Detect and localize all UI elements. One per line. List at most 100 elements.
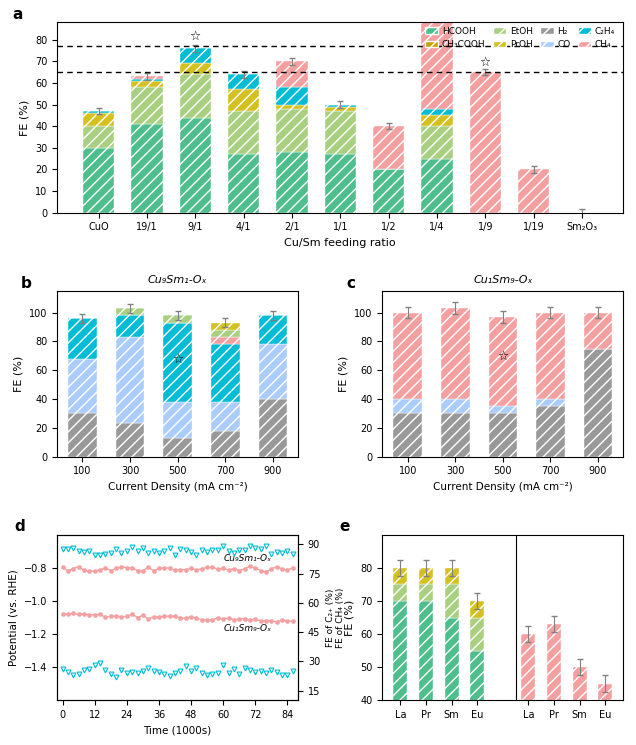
Bar <box>470 618 484 650</box>
Bar <box>419 568 433 584</box>
Bar <box>228 89 259 111</box>
Bar <box>419 601 433 745</box>
Bar <box>163 323 192 402</box>
Bar <box>441 399 469 413</box>
Bar <box>68 413 97 457</box>
Bar <box>116 337 144 423</box>
Text: c: c <box>346 276 356 291</box>
Text: a: a <box>12 7 22 22</box>
Bar <box>324 104 356 107</box>
Bar <box>179 48 211 63</box>
Text: ☆: ☆ <box>497 350 508 363</box>
X-axis label: Current Density (mA cm⁻²): Current Density (mA cm⁻²) <box>107 482 247 492</box>
Bar <box>393 584 408 601</box>
Bar <box>83 111 114 113</box>
Bar <box>131 77 163 79</box>
Text: b: b <box>21 276 32 291</box>
Bar <box>445 568 459 584</box>
Title: Cu₉Sm₁-Oₓ: Cu₉Sm₁-Oₓ <box>148 275 207 285</box>
Bar <box>419 584 433 601</box>
Text: Cu₁Sm₉-Oₓ: Cu₁Sm₉-Oₓ <box>223 624 272 633</box>
Bar <box>488 413 517 457</box>
Bar <box>276 104 308 109</box>
Bar <box>116 315 144 337</box>
Bar <box>518 169 550 213</box>
Bar <box>470 650 484 745</box>
Bar <box>68 358 97 413</box>
Text: e: e <box>339 519 349 534</box>
Bar <box>179 63 211 74</box>
Bar <box>441 308 469 399</box>
Legend: HCOOH, CH₃COOH, EtOH, PrOH, H₂, CO, C₂H₄, CH₄: HCOOH, CH₃COOH, EtOH, PrOH, H₂, CO, C₂H₄… <box>421 23 619 53</box>
Bar <box>83 148 114 213</box>
Bar <box>536 399 565 406</box>
Bar <box>421 5 453 109</box>
Bar <box>83 113 114 126</box>
Bar <box>488 406 517 413</box>
Bar <box>421 115 453 126</box>
Bar <box>445 584 459 618</box>
Bar <box>276 109 308 152</box>
Bar <box>572 668 587 745</box>
Bar <box>421 109 453 115</box>
Bar <box>522 634 536 745</box>
Bar <box>324 107 356 111</box>
Bar <box>116 308 144 315</box>
Bar <box>131 80 163 87</box>
Bar <box>259 344 287 399</box>
Bar <box>373 126 404 169</box>
Bar <box>441 413 469 457</box>
Bar <box>488 317 517 406</box>
Bar <box>259 315 287 344</box>
Bar <box>211 323 240 330</box>
Title: Cu₁Sm₉-Oₓ: Cu₁Sm₉-Oₓ <box>473 275 532 285</box>
Bar <box>393 601 408 745</box>
Y-axis label: FE (%): FE (%) <box>339 355 349 392</box>
Y-axis label: FE (%): FE (%) <box>20 99 30 136</box>
Y-axis label: Potential (vs. RHE): Potential (vs. RHE) <box>8 569 18 666</box>
Bar <box>211 402 240 431</box>
Bar <box>536 406 565 457</box>
Bar <box>324 111 356 154</box>
Bar <box>83 126 114 148</box>
Bar <box>469 72 501 213</box>
Text: Cu₉Sm₁-Oₓ: Cu₉Sm₁-Oₓ <box>223 554 272 563</box>
Bar <box>116 423 144 457</box>
Bar <box>373 169 404 213</box>
Bar <box>179 74 211 118</box>
Bar <box>228 74 259 89</box>
X-axis label: Cu/Sm feeding ratio: Cu/Sm feeding ratio <box>284 238 396 248</box>
Bar <box>470 601 484 618</box>
Bar <box>445 618 459 745</box>
Bar <box>228 111 259 154</box>
Bar <box>324 154 356 213</box>
Bar <box>598 684 612 745</box>
Bar <box>276 61 308 87</box>
Bar <box>68 318 97 358</box>
X-axis label: Current Density (mA cm⁻²): Current Density (mA cm⁻²) <box>433 482 573 492</box>
Bar <box>179 118 211 213</box>
Bar <box>211 330 240 337</box>
Bar <box>211 431 240 457</box>
Bar <box>276 87 308 104</box>
Bar <box>536 313 565 399</box>
Bar <box>163 402 192 438</box>
Bar <box>393 413 422 457</box>
X-axis label: Time (1000s): Time (1000s) <box>144 726 212 735</box>
Bar <box>211 337 240 344</box>
Bar <box>547 624 561 745</box>
Bar <box>584 349 612 457</box>
Bar <box>163 438 192 457</box>
Text: d: d <box>14 519 25 534</box>
Bar <box>584 313 612 349</box>
Bar <box>131 79 163 80</box>
Bar <box>228 154 259 213</box>
Bar <box>393 399 422 413</box>
Text: ☆: ☆ <box>190 30 201 43</box>
Y-axis label: FE (%): FE (%) <box>345 600 355 635</box>
Y-axis label: FE (%): FE (%) <box>13 355 24 392</box>
Bar <box>131 87 163 124</box>
Bar <box>259 399 287 457</box>
Text: ☆: ☆ <box>480 56 491 69</box>
Bar <box>421 159 453 213</box>
